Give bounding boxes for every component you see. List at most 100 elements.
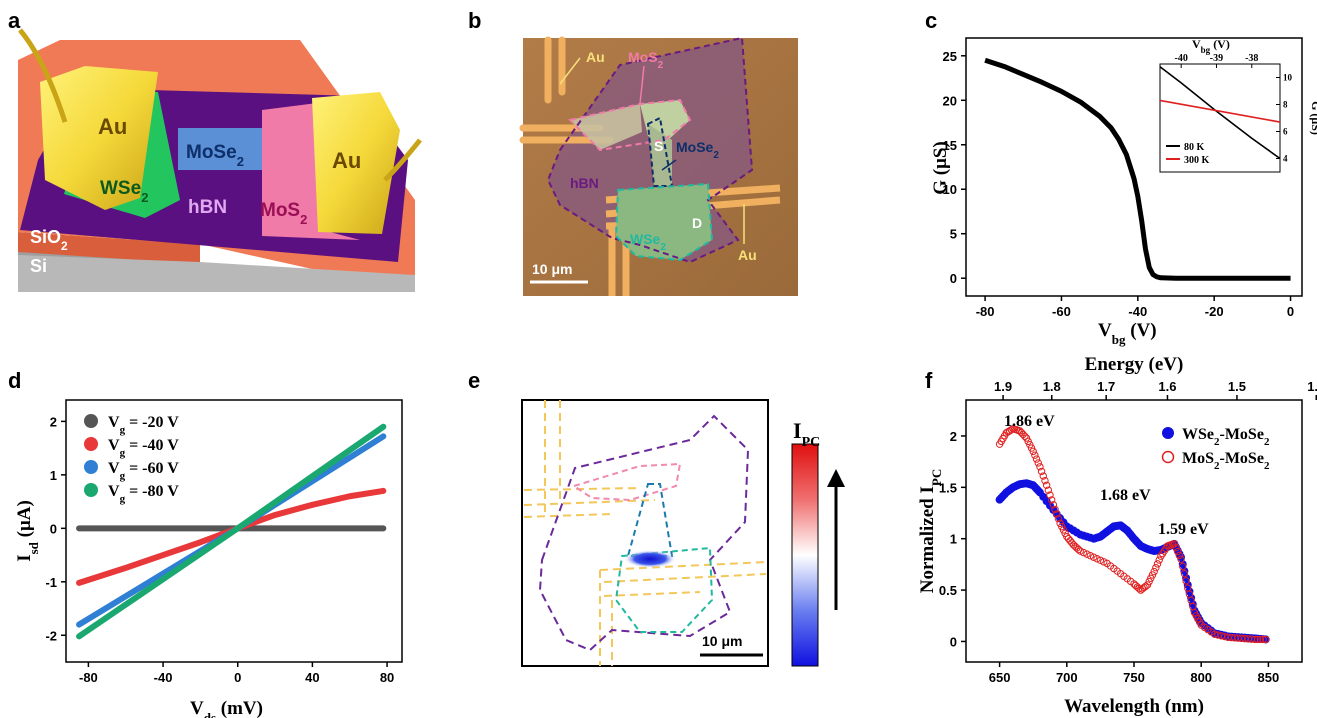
chart-f-point [1177,555,1185,563]
optical-micrograph: Au MoS2 S MoSe2 hBN D WSe2 Au 10 μm [519,36,798,296]
chart-f-point [1089,553,1098,561]
chart-f-point [1256,635,1265,644]
chart-f-top-tick-label: 1.4 [1307,379,1317,394]
chart-f-point [1021,432,1029,440]
chart-f-point [1175,551,1184,560]
chart-f-point [1179,562,1187,571]
chart-f-point [1086,551,1095,560]
chart-f-point [1066,537,1074,545]
chart-f-xticks: 650 700 750 800 850 [989,662,1280,685]
chart-c-yticks: 0 5 10 15 20 25 [943,49,966,286]
hbn-label: hBN [188,197,227,218]
chart-f-point [1153,560,1162,568]
inset-legend-300k: 300 K [1184,155,1210,166]
map-mos2-outline [571,462,682,502]
chart-f-point [1253,635,1262,644]
chart-f-point [1051,505,1059,514]
chart-f-xtick-label: 800 [1190,670,1212,685]
micro-au-top-label: Au [586,49,605,65]
inset-ytick-label: 8 [1283,100,1288,110]
chart-f-point [1173,547,1182,556]
chart-d-xtick-label: -40 [154,670,173,685]
chart-f-ytick-label: 0.5 [939,583,957,598]
chart-f-point [1135,584,1143,593]
chart-f-xlabel: Wavelength (nm) [1064,696,1204,717]
chart-f-series [995,425,1270,644]
chart-c-series [984,57,1291,281]
chart-f-point [1259,635,1267,644]
chart-f-point [1170,540,1179,548]
chart-f-point [1188,600,1197,609]
mos2-flake [262,102,360,240]
colorbar [791,443,819,667]
chart-d: -80 -40 0 40 80 -2 -1 0 1 2 Vg = -20 VVg = -40 V… [14,399,403,718]
chart-f-point [1214,631,1222,639]
chart-c-xtick-label: -80 [976,304,995,319]
micro-hbn-label: hBN [570,175,599,191]
panel-letter-e: e [468,368,480,393]
micro-hbn-outline [546,36,754,264]
chart-f-point [1155,556,1163,564]
map-frame [521,399,769,667]
chart-c-ytick-label: 15 [943,138,957,153]
inset-series [1159,66,1281,160]
micro-drain-label: D [692,215,702,231]
chart-f-top-xlabel: Energy (eV) [1085,354,1184,375]
au-left-contact [40,66,158,210]
micro-au-top-pointer [559,57,581,85]
inset-ytick-label: 6 [1283,127,1288,137]
chart-c-ylabel: G (μS) [930,141,951,195]
chart-f-xtick-label: 650 [989,670,1011,685]
micro-mos2-pointer [639,65,645,105]
inset-xtick-label: -40 [1175,53,1188,64]
inset-series-line [1159,99,1281,123]
chart-c-series-line [984,57,1291,281]
chart-d-ytick-label: 0 [50,521,57,536]
chart-f-point [1261,635,1270,644]
chart-c-xticks: -80 -60 -40 -20 0 [976,296,1294,319]
chart-c-xlabel: Vbg (V) [1098,320,1157,347]
map-au-bottom [599,561,767,666]
panel-letter-d: d [8,368,21,393]
chart-f-point [1032,455,1041,463]
chart-c-ytick-label: 0 [950,271,957,286]
panel-letter-a: a [8,8,21,33]
chart-f-ytick-label: 2 [950,429,957,444]
chart-f-top-tick-label: 1.8 [1043,379,1061,394]
photocurrent-map: 10 μm IPC [521,399,845,667]
chart-d-xlabel: Vds (mV) [190,698,263,718]
inset-ylabel: G (μS) [1309,101,1317,135]
chart-d-legend-marker [84,414,98,428]
inset-ytick-label: 10 [1283,73,1293,83]
inset-xlabel: Vbg (V) [1192,37,1230,55]
annotation-1-86: 1.86 eV [1004,413,1055,430]
chart-f-point [1064,535,1073,543]
chart-f-ytick-label: 0 [950,634,957,649]
legend-mos2-mose2: MoS2-MoSe2 [1182,450,1270,472]
chart-f-point [1053,510,1061,518]
si-label: Si [30,256,47,276]
chart-f-point [1172,543,1180,552]
chart-f-xtick-label: 850 [1258,670,1280,685]
chart-d-xticks: -80 -40 0 40 80 [79,662,394,685]
chart-d-series-line [76,423,387,640]
chart-c-ytick-label: 20 [943,93,957,108]
legend-mos2-marker [1161,450,1175,464]
micro-au-left [519,36,614,144]
panel-letter-b: b [468,8,481,33]
chart-f-point [1047,496,1056,504]
chart-f-point [1079,548,1088,557]
chart-f-top-tick-label: 1.6 [1158,379,1176,394]
chart-f-point [1150,567,1158,576]
chart-f-point [1041,476,1049,485]
chart-d-legend: Vg = -20 VVg = -40 VVg = -60 VVg = -80 V [84,414,179,505]
probe-wire-left [18,28,68,123]
chart-f-point [1054,514,1063,523]
chart-d-ytick-label: 1 [50,468,57,483]
au-left-label: Au [98,114,127,139]
photocurrent-hotspot [624,550,676,568]
chart-d-legend-label: Vg = -80 V [108,483,179,505]
micro-mose2-label: MoSe2 [676,139,719,161]
